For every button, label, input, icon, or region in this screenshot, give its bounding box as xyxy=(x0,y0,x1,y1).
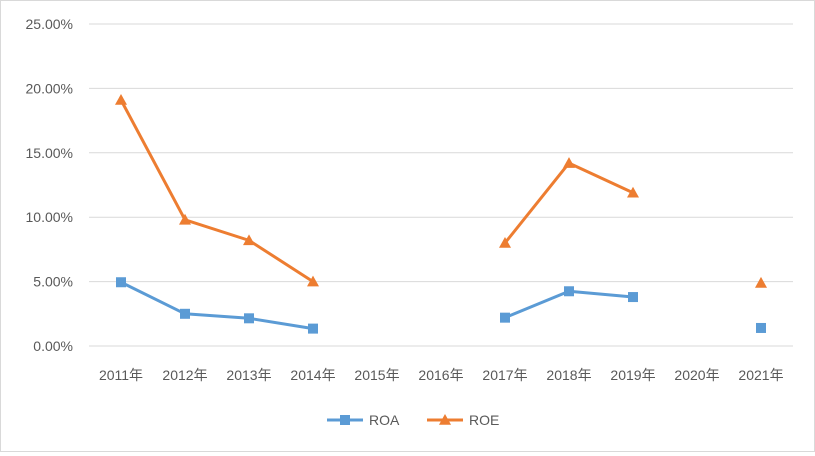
data-point-triangle xyxy=(627,186,639,198)
y-tick-label: 5.00% xyxy=(33,274,73,290)
y-axis-ticks: 0.00% 5.00% 10.00% 15.00% 20.00% 25.00% xyxy=(26,16,73,354)
data-point-square xyxy=(180,308,190,319)
x-tick-label: 2015年 xyxy=(354,367,399,383)
series-layer xyxy=(115,93,767,334)
data-point-square xyxy=(564,286,574,297)
series-roe xyxy=(115,93,767,288)
y-tick-label: 20.00% xyxy=(26,80,73,96)
gridlines xyxy=(89,23,793,347)
series-line xyxy=(119,98,315,284)
x-tick-label: 2014年 xyxy=(290,367,335,383)
x-tick-label: 2012年 xyxy=(162,367,207,383)
data-point-triangle xyxy=(499,236,511,248)
data-point-square xyxy=(340,415,350,425)
data-point-square xyxy=(628,292,638,303)
series-line xyxy=(503,161,635,245)
data-point-square xyxy=(308,323,318,334)
y-tick-label: 15.00% xyxy=(26,145,73,161)
x-tick-label: 2018年 xyxy=(546,367,591,383)
x-axis-ticks: 2011年 2012年 2013年 2014年 2015年 2016年 2017年 2018年… xyxy=(99,367,784,383)
legend-label: ROE xyxy=(469,412,499,428)
x-tick-label: 2011年 xyxy=(99,367,143,383)
data-point-triangle xyxy=(755,276,767,288)
data-point-triangle xyxy=(307,275,319,287)
data-point-triangle xyxy=(179,213,191,225)
y-tick-label: 0.00% xyxy=(33,338,73,354)
x-tick-label: 2021年 xyxy=(738,367,783,383)
x-tick-label: 2020年 xyxy=(674,367,719,383)
data-point-square xyxy=(116,277,126,288)
data-point-triangle xyxy=(563,157,575,168)
legend-item-roa: ROA xyxy=(327,412,400,428)
x-tick-label: 2017年 xyxy=(482,367,527,383)
x-tick-label: 2016年 xyxy=(418,367,463,383)
x-tick-label: 2013年 xyxy=(226,367,271,383)
legend-label: ROA xyxy=(369,412,400,428)
data-point-square xyxy=(756,322,766,333)
data-point-triangle xyxy=(243,234,255,246)
data-point-triangle xyxy=(439,414,451,425)
data-point-triangle xyxy=(115,93,127,105)
series-roa xyxy=(116,277,766,334)
legend: ROA ROE xyxy=(327,412,499,428)
x-tick-label: 2019年 xyxy=(610,367,655,383)
legend-item-roe: ROE xyxy=(427,412,499,428)
data-point-square xyxy=(244,313,254,324)
series-line xyxy=(119,280,315,331)
y-tick-label: 25.00% xyxy=(26,16,73,32)
data-point-square xyxy=(500,312,510,323)
y-tick-label: 10.00% xyxy=(26,209,73,225)
